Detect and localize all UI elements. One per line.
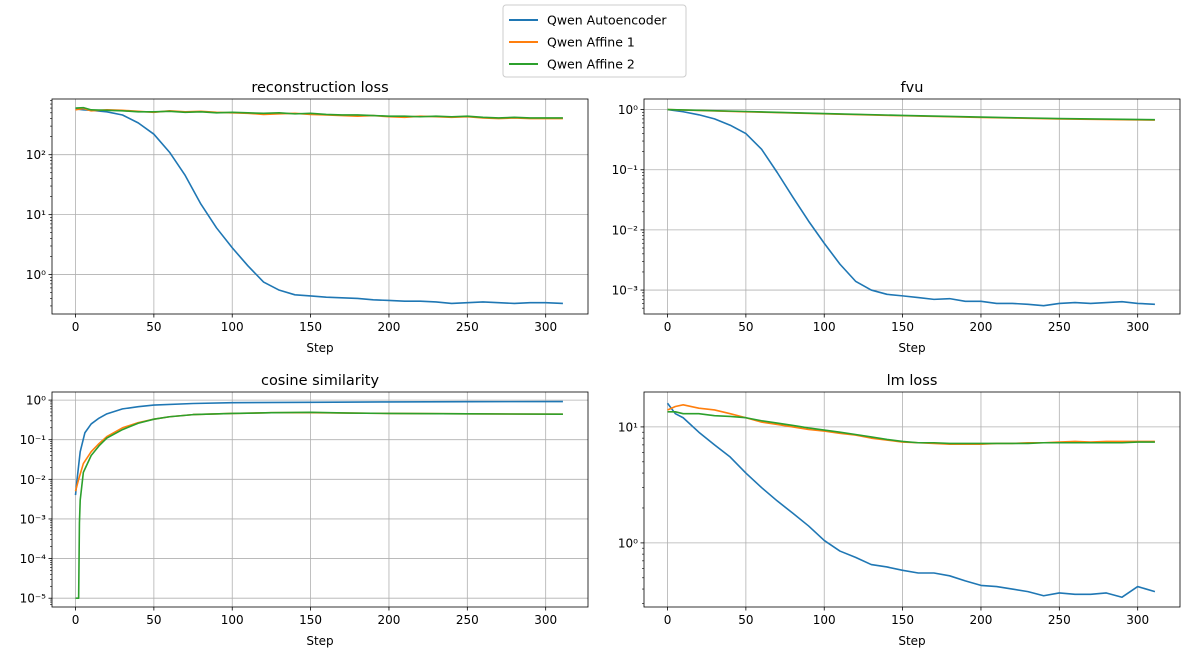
y-tick-label: 10¹ bbox=[26, 208, 46, 222]
x-tick-label: 100 bbox=[221, 320, 244, 334]
series-line-qwen-autoencoder bbox=[667, 108, 1155, 307]
series-line-qwen-affine-2 bbox=[75, 411, 563, 600]
legend-label: Qwen Affine 1 bbox=[547, 35, 635, 50]
x-tick-label: 250 bbox=[456, 320, 479, 334]
x-tick-label: 50 bbox=[146, 613, 161, 627]
x-tick-label: 250 bbox=[1048, 613, 1071, 627]
legend-frame bbox=[502, 4, 687, 78]
x-tick-label: 300 bbox=[534, 613, 557, 627]
axes-frame bbox=[643, 98, 1181, 315]
series-line-qwen-autoencoder bbox=[75, 108, 563, 305]
x-tick-label: 200 bbox=[970, 320, 993, 334]
legend-entry: Qwen Affine 1 bbox=[509, 35, 635, 50]
y-tick-label: 10² bbox=[26, 148, 46, 162]
series-line-qwen-affine-2 bbox=[667, 410, 1155, 445]
x-axis-label: Step bbox=[306, 341, 333, 355]
x-tick-label: 150 bbox=[891, 613, 914, 627]
y-tick-label: 10⁻³ bbox=[20, 512, 47, 526]
axes-frame bbox=[643, 391, 1181, 608]
x-tick-label: 150 bbox=[299, 613, 322, 627]
x-tick-label: 50 bbox=[738, 320, 753, 334]
y-tick-label: 10⁻¹ bbox=[20, 433, 47, 447]
legend-label: Qwen Affine 2 bbox=[547, 57, 635, 72]
panel-fvu: fvu 0 50 100 150 200 250 300 10⁻³ 10⁻² 10⁻¹ 10⁰ Step bbox=[612, 80, 1181, 355]
y-tick-label: 10⁰ bbox=[618, 536, 638, 550]
chart-title: reconstruction loss bbox=[251, 80, 388, 96]
x-tick-label: 200 bbox=[378, 613, 401, 627]
x-tick-label: 300 bbox=[1126, 320, 1149, 334]
y-tick-label: 10⁻³ bbox=[612, 284, 639, 298]
chart-title: cosine similarity bbox=[261, 373, 379, 389]
x-tick-label: 300 bbox=[534, 320, 557, 334]
legend: Qwen Autoencoder Qwen Affine 1 Qwen Affi… bbox=[502, 4, 687, 78]
x-tick-label: 100 bbox=[813, 613, 836, 627]
chart-title: fvu bbox=[901, 80, 924, 96]
axes-frame bbox=[51, 391, 589, 608]
x-tick-label: 0 bbox=[664, 613, 672, 627]
x-tick-label: 50 bbox=[146, 320, 161, 334]
x-tick-label: 100 bbox=[813, 320, 836, 334]
x-tick-label: 250 bbox=[1048, 320, 1071, 334]
y-tick-label: 10⁻² bbox=[20, 473, 47, 487]
x-tick-label: 50 bbox=[738, 613, 753, 627]
y-tick-label: 10⁰ bbox=[26, 268, 46, 282]
x-axis-label: Step bbox=[898, 341, 925, 355]
chart-title: lm loss bbox=[887, 373, 938, 389]
legend-entry: Qwen Autoencoder bbox=[509, 13, 667, 28]
x-tick-label: 150 bbox=[299, 320, 322, 334]
legend-label: Qwen Autoencoder bbox=[547, 13, 667, 28]
x-tick-label: 100 bbox=[221, 613, 244, 627]
x-axis-label: Step bbox=[306, 634, 333, 648]
panel-reconstruction-loss: reconstruction loss 0 50 100 150 200 250 300 10⁰… bbox=[26, 80, 589, 355]
series-line-qwen-affine-2 bbox=[667, 108, 1155, 121]
x-tick-label: 200 bbox=[378, 320, 401, 334]
x-tick-label: 200 bbox=[970, 613, 993, 627]
y-tick-label: 10⁰ bbox=[26, 394, 46, 408]
series-line-qwen-autoencoder bbox=[666, 402, 1156, 599]
y-tick-label: 10⁰ bbox=[618, 103, 638, 117]
y-tick-label: 10⁻⁵ bbox=[20, 592, 47, 606]
x-tick-label: 0 bbox=[72, 613, 80, 627]
legend-entry: Qwen Affine 2 bbox=[509, 57, 635, 72]
x-tick-label: 250 bbox=[456, 613, 479, 627]
x-tick-label: 0 bbox=[664, 320, 672, 334]
panel-cosine-similarity: cosine similarity 0 50 100 150 200 250 300 10⁻⁵ 1… bbox=[20, 373, 589, 648]
series-line-qwen-autoencoder bbox=[74, 400, 563, 496]
y-tick-label: 10⁻¹ bbox=[612, 163, 639, 177]
y-tick-label: 10¹ bbox=[618, 420, 638, 434]
x-tick-label: 300 bbox=[1126, 613, 1149, 627]
y-tick-label: 10⁻⁴ bbox=[20, 552, 47, 566]
x-tick-label: 150 bbox=[891, 320, 914, 334]
panel-lm-loss: lm loss 0 50 100 150 200 250 300 10⁰ 10¹ Step bbox=[618, 373, 1181, 648]
x-tick-label: 0 bbox=[72, 320, 80, 334]
y-tick-label: 10⁻² bbox=[612, 223, 639, 237]
series-line-qwen-affine-2 bbox=[75, 106, 563, 119]
axes-frame bbox=[51, 98, 589, 315]
x-axis-label: Step bbox=[898, 634, 925, 648]
